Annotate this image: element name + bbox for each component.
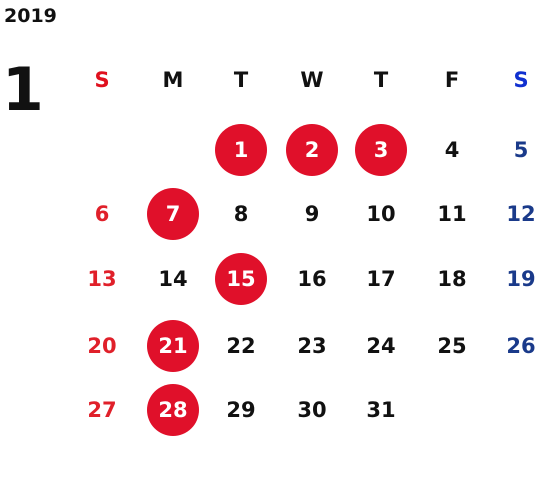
marked-day: 2 [286,124,338,176]
day: 18 [437,267,467,291]
marked-day: 21 [147,320,199,372]
day: 13 [87,267,117,291]
day: 10 [366,202,396,226]
day: 8 [233,202,249,226]
marked-day: 1 [215,124,267,176]
weekday-label: T [373,68,389,92]
marked-day: 3 [355,124,407,176]
marked-day: 15 [215,253,267,305]
day: 27 [87,398,117,422]
day: 14 [158,267,188,291]
day: 26 [506,334,536,358]
day: 17 [366,267,396,291]
month: 1 [2,55,44,125]
day: 30 [297,398,327,422]
day: 12 [506,202,536,226]
weekday-label: T [233,68,249,92]
day: 20 [87,334,117,358]
day: 16 [297,267,327,291]
day: 24 [366,334,396,358]
weekday-label: F [444,68,460,92]
marked-day: 28 [147,384,199,436]
day: 25 [437,334,467,358]
weekday-label: W [300,68,324,92]
day: 31 [366,398,396,422]
weekday-label: S [94,68,110,92]
weekday-label: S [513,68,529,92]
day: 5 [513,138,529,162]
day: 4 [444,138,460,162]
day: 29 [226,398,256,422]
marked-day: 7 [147,188,199,240]
day: 9 [304,202,320,226]
day: 23 [297,334,327,358]
year: 2019 [4,5,57,27]
day: 19 [506,267,536,291]
day: 6 [94,202,110,226]
day: 22 [226,334,256,358]
weekday-label: M [162,68,184,92]
day: 11 [437,202,467,226]
